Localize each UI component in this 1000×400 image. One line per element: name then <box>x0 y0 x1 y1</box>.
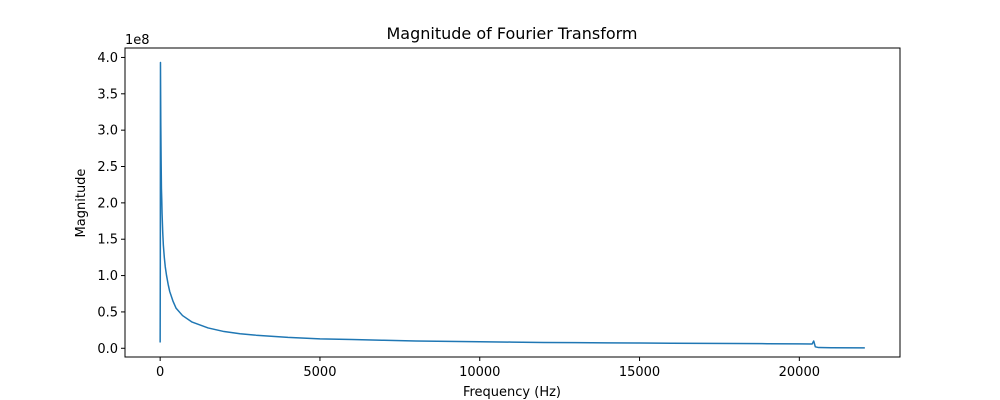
x-tick-label: 5000 <box>303 365 336 380</box>
x-tick-label: 0 <box>156 365 164 380</box>
y-tick-label: 1.5 <box>97 233 118 248</box>
series-line-0 <box>159 61 865 349</box>
plot-area: 0 5000 10000 15000 20000 0.0 0.5 1.0 1.5 2.0 2.5 3.… <box>97 47 901 380</box>
y-tick-label: 3.5 <box>97 87 118 102</box>
y-tick-label: 2.5 <box>97 160 118 175</box>
x-tick-label: 10000 <box>459 365 500 380</box>
y-tick-label: 1.0 <box>97 269 118 284</box>
y-tick-label: 0.5 <box>97 305 118 320</box>
x-tick-label: 15000 <box>619 365 660 380</box>
axes-frame <box>124 47 901 358</box>
y-tick-label: 3.0 <box>97 124 118 139</box>
y-tick-label: 4.0 <box>97 51 118 66</box>
y-axis-title: Magnitude <box>74 169 89 238</box>
y-tick-label: 0.0 <box>97 342 118 357</box>
x-axis-title: Frequency (Hz) <box>463 385 561 400</box>
chart-title: Magnitude of Fourier Transform <box>386 24 637 43</box>
x-tick-label: 20000 <box>779 365 820 380</box>
y-tick-label: 2.0 <box>97 196 118 211</box>
y-offset-label: 1e8 <box>125 33 150 48</box>
